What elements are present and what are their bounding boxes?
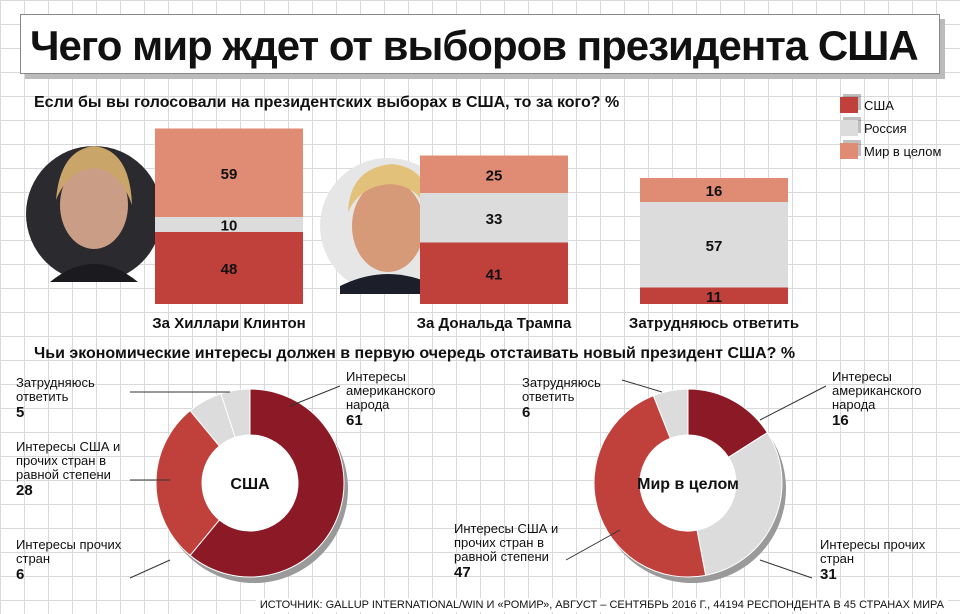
bar-value-label-0-2: 59 (221, 166, 238, 183)
bar-segment-0-1 (155, 217, 303, 232)
usa-annotation-undecided: Затрудняюсь ответить 5 (16, 375, 126, 421)
world-annotation-equal-text: Интересы США и прочих стран в равной сте… (454, 521, 559, 564)
bar-segment-1-1 (420, 193, 568, 243)
bar-segment-2-1 (640, 202, 788, 288)
world-annotation-others: Интересы прочих стран 31 (820, 537, 930, 583)
legend-item-usa: США (840, 94, 941, 116)
bar-category-label-1: За Дональда Трампа (417, 315, 572, 332)
bar-segment-1-0 (420, 242, 568, 304)
bar-value-label-2-2: 16 (706, 183, 723, 200)
bar-segment-2-2 (640, 178, 788, 202)
legend-label-usa: США (864, 97, 894, 113)
legend-label-world: Мир в целом (864, 143, 942, 159)
leader-line-0 (289, 385, 341, 407)
world-annotation-undecided-text: Затрудняюсь ответить (522, 375, 601, 404)
leader-line-6 (565, 529, 621, 561)
donut-center-label-0: США (230, 476, 270, 493)
world-annotation-equal-value: 47 (454, 564, 471, 581)
usa-annotation-others-text: Интересы прочих стран (16, 537, 122, 566)
world-annotation-american-text: Интересы американского народа (832, 369, 922, 412)
world-annotation-undecided-value: 6 (522, 404, 531, 421)
bar-value-label-0-1: 10 (221, 218, 238, 235)
leader-line-4 (759, 385, 827, 421)
bar-category-label-2: Затрудняюсь ответить (629, 315, 799, 332)
world-annotation-american: Интересы американского народа 16 (832, 369, 942, 429)
donut-slice-0-1 (155, 409, 221, 557)
legend-swatch-russia (840, 120, 858, 136)
bar-question: Если бы вы голосовали на президентских в… (34, 94, 620, 111)
bar-category-label-0: За Хиллари Клинтон (152, 315, 305, 332)
legend-label-russia: Россия (864, 120, 907, 136)
legend-item-world: Мир в целом (840, 140, 941, 162)
bar-segment-0-0 (155, 232, 303, 304)
donut-center-label-1: Мир в целом (637, 476, 739, 493)
leader-line-7 (759, 559, 813, 579)
bar-value-label-2-0: 11 (706, 289, 722, 306)
donut-hole-0 (202, 435, 298, 531)
usa-annotation-undecided-text: Затрудняюсь ответить (16, 375, 95, 404)
world-annotation-equal: Интересы США и прочих стран в равной сте… (454, 521, 574, 581)
world-annotation-others-value: 31 (820, 566, 837, 583)
donut-hole-1 (640, 435, 736, 531)
usa-annotation-others-value: 6 (16, 566, 25, 583)
title-box (20, 14, 940, 74)
bar-value-label-2-1: 57 (706, 238, 723, 255)
bar-segment-1-2 (420, 155, 568, 193)
legend-item-russia: Россия (840, 117, 941, 139)
usa-annotation-others: Интересы прочих стран 6 (16, 537, 126, 583)
world-annotation-others-text: Интересы прочих стран (820, 537, 926, 566)
legend-swatch-world (840, 143, 858, 159)
source-footer: ИСТОЧНИК: GALLUP INTERNATIONAL/WIN И «РО… (255, 598, 948, 612)
usa-annotation-american-text: Интересы американского народа (346, 369, 436, 412)
page-title: Чего мир ждет от выборов президента США (30, 22, 919, 69)
leader-line-5 (621, 379, 663, 393)
usa-annotation-equal-text: Интересы США и прочих стран в равной сте… (16, 439, 121, 482)
bar-segment-0-2 (155, 128, 303, 217)
bar-value-label-1-0: 41 (486, 266, 503, 283)
legend-swatch-usa (840, 97, 858, 113)
legend: США Россия Мир в целом (840, 94, 941, 163)
bar-segment-2-0 (640, 287, 788, 304)
world-annotation-american-value: 16 (832, 412, 849, 429)
bar-value-label-1-1: 33 (486, 211, 503, 228)
usa-annotation-equal: Интересы США и прочих стран в равной сте… (16, 439, 136, 499)
pie-question: Чьи экономические интересы должен в перв… (34, 345, 796, 362)
usa-annotation-undecided-value: 5 (16, 404, 25, 421)
leader-line-3 (129, 559, 171, 579)
usa-annotation-american-value: 61 (346, 412, 363, 429)
usa-annotation-equal-value: 28 (16, 482, 33, 499)
bar-value-label-1-2: 25 (486, 167, 503, 184)
world-annotation-undecided: Затрудняюсь ответить 6 (522, 375, 632, 421)
clinton-photo (26, 146, 162, 282)
bar-value-label-0-0: 48 (221, 261, 238, 278)
usa-annotation-american: Интересы американского народа 61 (346, 369, 466, 429)
